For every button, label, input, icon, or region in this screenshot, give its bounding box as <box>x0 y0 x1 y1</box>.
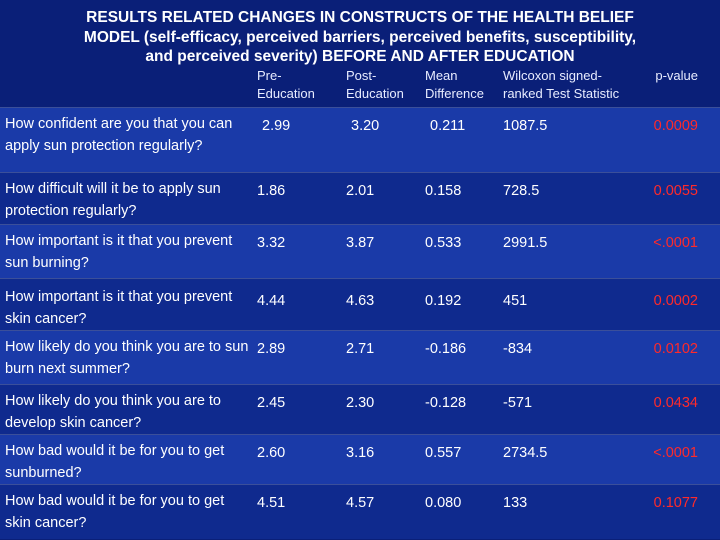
wilcoxon-cell: -571 <box>499 384 639 435</box>
mean-difference-cell: 0.557 <box>421 434 499 485</box>
p-value-cell: <.0001 <box>639 434 720 485</box>
slide-title: RESULTS RELATED CHANGES IN CONSTRUCTS OF… <box>20 8 700 67</box>
p-value-cell: 0.0009 <box>639 107 720 173</box>
table-row: How bad would it be for you to get sunbu… <box>0 434 720 485</box>
pre-education-cell: 2.89 <box>253 330 342 385</box>
question-cell: How likely do you think you are to sun b… <box>0 330 253 385</box>
post-education-cell: 4.57 <box>342 484 421 539</box>
mean-difference-cell: 0.080 <box>421 484 499 539</box>
post-education-cell: 2.71 <box>342 330 421 385</box>
pre-education-cell: 2.45 <box>253 384 342 435</box>
p-value-cell: 0.0434 <box>639 384 720 435</box>
mean-difference-cell: 0.192 <box>421 278 499 331</box>
wilcoxon-cell: 2734.5 <box>499 434 639 485</box>
table-row: How important is it that you prevent sun… <box>0 224 720 279</box>
post-education-cell: 3.16 <box>342 434 421 485</box>
question-header <box>0 67 253 108</box>
title-line-3: and perceived severity) BEFORE AND AFTER… <box>145 48 575 65</box>
question-cell: How confident are you that you can apply… <box>0 107 253 173</box>
wilcoxon-cell: 728.5 <box>499 172 639 225</box>
question-cell: How important is it that you prevent ski… <box>0 278 253 331</box>
question-cell: How difficult will it be to apply sun pr… <box>0 172 253 225</box>
pre-education-cell: 4.44 <box>253 278 342 331</box>
pre-education-cell: 3.32 <box>253 224 342 279</box>
question-cell: How bad would it be for you to get skin … <box>0 484 253 539</box>
table-row: How likely do you think you are to devel… <box>0 384 720 435</box>
question-cell: How bad would it be for you to get sunbu… <box>0 434 253 485</box>
mean-difference-header: Mean Difference <box>425 68 485 101</box>
wilcoxon-cell: 133 <box>499 484 639 539</box>
mean-difference-cell: 0.211 <box>421 107 499 173</box>
post-education-cell: 2.01 <box>342 172 421 225</box>
wilcoxon-cell: 451 <box>499 278 639 331</box>
post-education-cell: 2.30 <box>342 384 421 435</box>
question-cell: How important is it that you prevent sun… <box>0 224 253 279</box>
table-row: How confident are you that you can apply… <box>0 107 720 173</box>
p-value-cell: 0.0002 <box>639 278 720 331</box>
title-line-2: MODEL (self-efficacy, perceived barriers… <box>83 28 637 46</box>
wilcoxon-cell: -834 <box>499 330 639 385</box>
p-value-cell: 0.0102 <box>639 330 720 385</box>
wilcoxon-cell: 2991.5 <box>499 224 639 279</box>
mean-difference-cell: 0.158 <box>421 172 499 225</box>
post-education-header: Post- Education <box>346 68 404 101</box>
p-value-cell: 0.0055 <box>639 172 720 225</box>
pre-education-cell: 2.60 <box>253 434 342 485</box>
pre-education-cell: 2.99 <box>253 107 342 173</box>
mean-difference-cell: -0.128 <box>421 384 499 435</box>
post-education-cell: 4.63 <box>342 278 421 331</box>
pre-education-header: Pre- Education <box>257 68 315 101</box>
post-education-cell: 3.20 <box>342 107 421 173</box>
title-line-1: RESULTS RELATED CHANGES IN CONSTRUCTS OF… <box>86 9 634 26</box>
p-value-header: p-value <box>655 68 698 83</box>
table-row: How likely do you think you are to sun b… <box>0 330 720 385</box>
mean-difference-cell: -0.186 <box>421 330 499 385</box>
p-value-cell: 0.1077 <box>639 484 720 539</box>
table-row: How important is it that you prevent ski… <box>0 278 720 331</box>
header-row: Pre- Education Post- Education Mean Differe… <box>0 67 720 108</box>
p-value-cell: <.0001 <box>639 224 720 279</box>
wilcoxon-header: Wilcoxon signed-ranked Test Statistic <box>503 68 620 101</box>
table-row: How bad would it be for you to get skin … <box>0 484 720 539</box>
wilcoxon-cell: 1087.5 <box>499 107 639 173</box>
results-table: Pre- Education Post- Education Mean Differe… <box>0 67 720 539</box>
question-cell: How likely do you think you are to devel… <box>0 384 253 435</box>
pre-education-cell: 4.51 <box>253 484 342 539</box>
mean-difference-cell: 0.533 <box>421 224 499 279</box>
pre-education-cell: 1.86 <box>253 172 342 225</box>
post-education-cell: 3.87 <box>342 224 421 279</box>
table-row: How difficult will it be to apply sun pr… <box>0 172 720 225</box>
